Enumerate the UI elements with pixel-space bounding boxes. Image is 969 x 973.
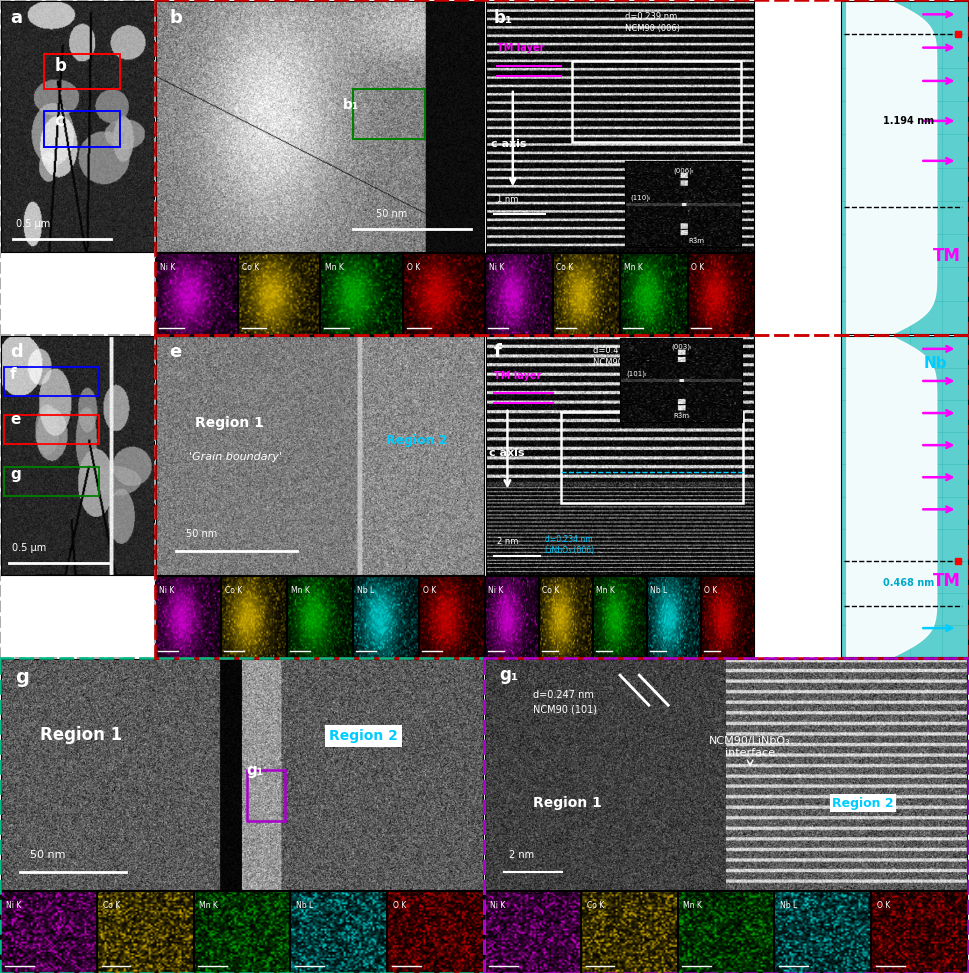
Text: Nb L: Nb L: [357, 586, 374, 595]
Text: (101)ₗ: (101)ₗ: [626, 371, 646, 378]
Text: f: f: [494, 343, 502, 361]
Text: 1 nm: 1 nm: [497, 195, 518, 203]
Text: b: b: [54, 57, 67, 75]
Text: O K: O K: [877, 901, 891, 910]
Text: Region 1: Region 1: [196, 415, 265, 430]
Text: NCM90 (003): NCM90 (003): [593, 358, 648, 367]
Text: g: g: [11, 467, 21, 483]
Text: Nb L: Nb L: [650, 586, 668, 595]
Text: 2 nm: 2 nm: [497, 537, 518, 546]
Text: 2 nm: 2 nm: [509, 849, 534, 860]
Text: Nb L: Nb L: [297, 901, 313, 910]
Text: d=0.479 nm: d=0.479 nm: [593, 345, 645, 355]
Text: Region 1: Region 1: [533, 796, 602, 810]
Text: Mn K: Mn K: [325, 263, 344, 271]
Bar: [247, 770, 286, 820]
Text: g: g: [16, 668, 29, 687]
Text: Region 2: Region 2: [832, 797, 893, 810]
Text: Region 2: Region 2: [328, 729, 397, 742]
Bar: [4, 467, 99, 496]
Text: g₁: g₁: [247, 763, 265, 777]
Text: TM: TM: [932, 247, 960, 265]
Text: Region 2: Region 2: [386, 434, 448, 447]
Text: d=0.234 nm: d=0.234 nm: [545, 534, 593, 544]
Text: e: e: [11, 413, 20, 427]
Text: O K: O K: [704, 586, 717, 595]
Text: g₁: g₁: [499, 666, 518, 684]
Text: b₁: b₁: [343, 98, 359, 112]
Text: Co K: Co K: [543, 586, 559, 595]
Text: Ni K: Ni K: [489, 901, 505, 910]
Text: 50 nm: 50 nm: [185, 528, 217, 539]
Bar: [44, 54, 120, 89]
Text: 0.5 μm: 0.5 μm: [16, 219, 50, 229]
Bar: [4, 414, 99, 444]
Bar: [353, 89, 425, 139]
Text: LiNbO₃ (006): LiNbO₃ (006): [545, 547, 594, 556]
Text: NCM90 (006): NCM90 (006): [625, 24, 680, 33]
Bar: [44, 112, 120, 147]
Text: c axis: c axis: [488, 448, 524, 457]
Text: b: b: [170, 9, 182, 26]
Text: d=0.247 nm: d=0.247 nm: [533, 690, 594, 701]
Text: f: f: [11, 367, 16, 382]
Text: Co K: Co K: [225, 586, 242, 595]
Text: Co K: Co K: [242, 263, 260, 271]
Text: Mn K: Mn K: [624, 263, 642, 271]
Text: O K: O K: [422, 586, 436, 595]
Text: 50 nm: 50 nm: [376, 209, 407, 219]
Text: d: d: [11, 343, 23, 361]
Text: c axis: c axis: [491, 138, 527, 149]
Text: (110)ₗ: (110)ₗ: [631, 195, 651, 201]
Text: (006)ₗ: (006)ₗ: [672, 167, 693, 173]
Text: Ni K: Ni K: [159, 586, 174, 595]
Text: NCM90/LiNbO₃
interface: NCM90/LiNbO₃ interface: [709, 737, 791, 758]
Text: Nb: Nb: [923, 356, 947, 371]
Text: Mn K: Mn K: [683, 901, 703, 910]
Text: Ni K: Ni K: [6, 901, 21, 910]
Text: Region 1: Region 1: [40, 726, 122, 743]
Text: 0.5 μm: 0.5 μm: [12, 543, 46, 553]
Bar: [561, 413, 743, 503]
Text: O K: O K: [692, 263, 704, 271]
Text: Mn K: Mn K: [200, 901, 218, 910]
Text: R3̄m: R3̄m: [689, 237, 704, 243]
Text: O K: O K: [407, 263, 421, 271]
Text: 50 nm: 50 nm: [30, 849, 66, 860]
Text: 0.468 nm: 0.468 nm: [884, 578, 934, 588]
Bar: [572, 61, 740, 141]
Text: TM layer: TM layer: [494, 371, 542, 381]
Text: d=0.239 nm: d=0.239 nm: [625, 12, 677, 20]
Text: Co K: Co K: [586, 901, 604, 910]
Text: Ni K: Ni K: [489, 263, 505, 271]
Bar: [4, 367, 99, 396]
Text: c: c: [54, 113, 64, 130]
Text: e: e: [170, 343, 181, 361]
Text: (003)ₗ: (003)ₗ: [671, 343, 691, 350]
Text: Mn K: Mn K: [291, 586, 310, 595]
Text: Nb L: Nb L: [780, 901, 797, 910]
Text: Co K: Co K: [556, 263, 574, 271]
Text: 'Grain boundary': 'Grain boundary': [189, 452, 282, 462]
Text: TM: TM: [932, 572, 960, 591]
Text: Co K: Co K: [103, 901, 120, 910]
Text: b₁: b₁: [494, 9, 514, 26]
Text: TM layer: TM layer: [497, 43, 545, 54]
Text: O K: O K: [393, 901, 406, 910]
Text: NCM90 (101): NCM90 (101): [533, 704, 597, 714]
Text: a: a: [11, 9, 22, 26]
Text: Mn K: Mn K: [596, 586, 615, 595]
Text: R3̄m: R3̄m: [673, 413, 689, 418]
Text: Ni K: Ni K: [160, 263, 175, 271]
Text: 1.194 nm: 1.194 nm: [884, 116, 934, 126]
Text: Ni K: Ni K: [488, 586, 504, 595]
